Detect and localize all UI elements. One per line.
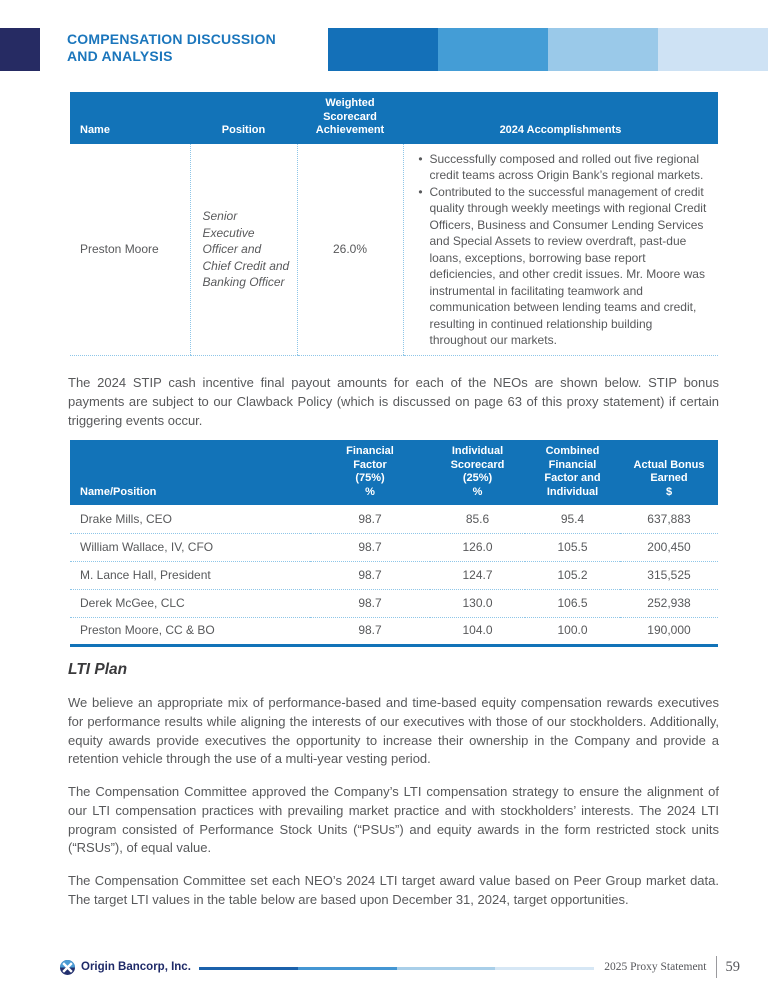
header-navy-block <box>0 28 40 71</box>
column-header-financial-factor: Financial Factor (75%) % <box>310 440 430 505</box>
accent-bar-4 <box>658 28 768 71</box>
payout-table-header-row: Name/Position Financial Factor (75%) % I… <box>70 440 718 505</box>
scorecard-table: Name Position Weighted Scorecard Achieve… <box>70 92 718 356</box>
payout-table: Name/Position Financial Factor (75%) % I… <box>70 440 718 647</box>
actual-bonus-value: 637,883 <box>620 505 718 534</box>
document-label: 2025 Proxy Statement <box>604 961 707 973</box>
actual-bonus-value: 190,000 <box>647 623 691 638</box>
financial-factor-value: 98.7 <box>310 533 430 562</box>
neo-accomplishments: • Successfully composed and rolled out f… <box>402 143 718 356</box>
table-row: Derek McGee, CLC 98.7 130.0 106.5 252,93… <box>70 589 718 618</box>
column-header-weighted-scorecard: Weighted Scorecard Achievement <box>297 92 403 144</box>
page-number: 59 <box>725 958 741 975</box>
column-header-accomplishments: 2024 Accomplishments <box>403 92 718 144</box>
scorecard-table-header-row: Name Position Weighted Scorecard Achieve… <box>70 92 718 144</box>
column-header-individual-scorecard: Individual Scorecard (25%) % <box>430 440 525 505</box>
neo-position: Senior Executive Officer and Chief Credi… <box>189 143 297 356</box>
accomplishment-text: Successfully composed and rolled out fiv… <box>429 151 704 183</box>
section-title: COMPENSATION DISCUSSION AND ANALYSIS <box>67 31 276 65</box>
footer-line-segment-2 <box>297 966 397 970</box>
neo-name: Preston Moore <box>70 143 190 356</box>
footer-line-segment-3 <box>396 966 496 970</box>
individual-scorecard-value: 130.0 <box>430 589 525 618</box>
accent-bar-1 <box>328 28 438 71</box>
neo-name-position: Preston Moore, CC & BO <box>80 623 215 638</box>
financial-factor-value: 98.7 <box>310 561 430 590</box>
combined-factor-value: 105.2 <box>525 561 620 590</box>
neo-achievement: 26.0% <box>296 143 403 356</box>
combined-factor-value: 105.5 <box>525 533 620 562</box>
actual-bonus-value: 200,450 <box>620 533 718 562</box>
combined-factor-value: 95.4 <box>525 505 620 534</box>
section-title-line2: AND ANALYSIS <box>67 48 173 64</box>
stip-paragraph: The 2024 STIP cash incentive final payou… <box>68 375 719 428</box>
financial-factor-value: 98.7 <box>358 623 382 638</box>
actual-bonus-value: 252,938 <box>620 589 718 618</box>
table-row: William Wallace, IV, CFO 98.7 126.0 105.… <box>70 533 718 562</box>
page-header: COMPENSATION DISCUSSION AND ANALYSIS <box>0 28 768 71</box>
column-header-actual-bonus: Actual Bonus Earned $ <box>620 440 718 505</box>
neo-name-position: Derek McGee, CLC <box>70 589 310 618</box>
accomplishment-item: • Contributed to the successful manageme… <box>412 184 711 349</box>
footer-accent-line <box>198 966 595 970</box>
column-header-position: Position <box>190 92 297 144</box>
lti-paragraph-1: We believe an appropriate mix of perform… <box>68 695 719 767</box>
column-header-name: Name <box>70 92 190 144</box>
company-name: Origin Bancorp, Inc. <box>81 961 191 973</box>
lti-paragraph-3: The Compensation Committee set each NEO’… <box>68 873 719 907</box>
column-header-combined-factor: Combined Financial Factor and Individual <box>525 440 620 505</box>
header-accent-bars <box>328 28 768 71</box>
combined-factor-value: 106.5 <box>525 589 620 618</box>
financial-factor-value: 98.7 <box>310 505 430 534</box>
financial-factor-value: 98.7 <box>310 589 430 618</box>
neo-name-position: Drake Mills, CEO <box>70 505 310 534</box>
accent-bar-3 <box>548 28 658 71</box>
table-row: Preston Moore Senior Executive Officer a… <box>70 143 718 356</box>
bullet-icon: • <box>418 184 423 199</box>
neo-name-position: M. Lance Hall, President <box>70 561 310 590</box>
neo-name-position: William Wallace, IV, CFO <box>70 533 310 562</box>
table-row: Drake Mills, CEO 98.7 85.6 95.4 637,883 <box>70 505 718 534</box>
combined-factor-value: 100.0 <box>557 623 588 638</box>
footer-line-segment-1 <box>198 966 298 970</box>
individual-scorecard-value: 104.0 <box>462 623 493 638</box>
lti-paragraph-2: The Compensation Committee approved the … <box>68 784 719 856</box>
accent-bar-2 <box>438 28 548 71</box>
table-row: Preston Moore, CC & BO 98.7 104.0 100.0 … <box>70 617 718 645</box>
actual-bonus-value: 315,525 <box>620 561 718 590</box>
accomplishment-text: Contributed to the successful management… <box>429 184 707 348</box>
individual-scorecard-value: 124.7 <box>430 561 525 590</box>
section-title-line1: COMPENSATION DISCUSSION <box>67 31 276 47</box>
table-row: M. Lance Hall, President 98.7 124.7 105.… <box>70 561 718 590</box>
bullet-icon: • <box>418 151 423 166</box>
page-footer: Origin Bancorp, Inc. 2025 Proxy Statemen… <box>60 952 740 982</box>
column-header-name-position: Name/Position <box>70 440 310 505</box>
accomplishment-item: • Successfully composed and rolled out f… <box>412 151 711 184</box>
individual-scorecard-value: 126.0 <box>430 533 525 562</box>
individual-scorecard-value: 85.6 <box>430 505 525 534</box>
origin-bancorp-logo-icon <box>60 959 75 975</box>
footer-line-segment-4 <box>495 966 595 970</box>
footer-divider <box>715 956 717 978</box>
lti-plan-heading: LTI Plan <box>68 661 128 678</box>
